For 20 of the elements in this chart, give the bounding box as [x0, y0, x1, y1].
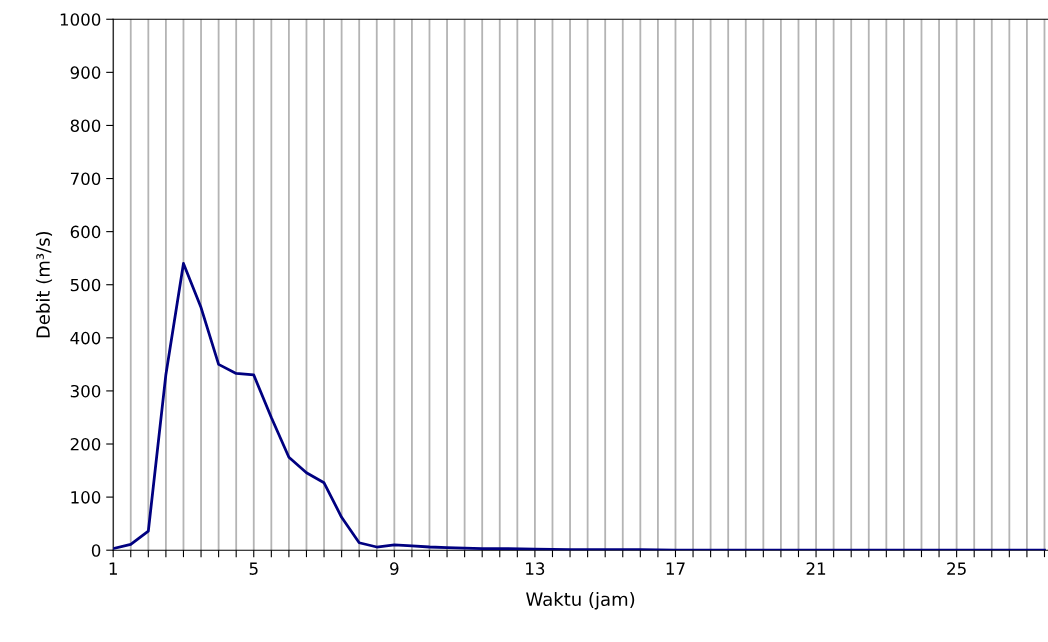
- y-tick-label: 600: [70, 225, 101, 239]
- x-tick-label: 13: [526, 562, 545, 575]
- y-tick-label: 300: [70, 384, 101, 398]
- x-tick-label: 25: [947, 562, 966, 575]
- y-tick-label: 900: [70, 66, 101, 79]
- y-tick-label: 1000: [60, 13, 101, 26]
- x-tick-label: 21: [806, 562, 826, 575]
- x-tick-label: 1: [109, 562, 117, 575]
- y-tick-label: 500: [70, 278, 101, 292]
- x-axis-title: Waktu (jam): [526, 592, 635, 610]
- y-tick-label: 200: [70, 437, 101, 451]
- y-tick-label: 700: [70, 172, 101, 186]
- x-tick-label: 17: [666, 562, 685, 575]
- y-tick-label: 800: [70, 119, 101, 133]
- y-tick-label: 400: [70, 331, 101, 345]
- x-tick-label: 5: [249, 562, 258, 575]
- y-tick-label: 0: [91, 544, 101, 557]
- y-axis-title: Debit (m³/s): [35, 231, 53, 338]
- x-tick-label: 9: [390, 562, 399, 575]
- y-tick-label: 100: [71, 491, 101, 504]
